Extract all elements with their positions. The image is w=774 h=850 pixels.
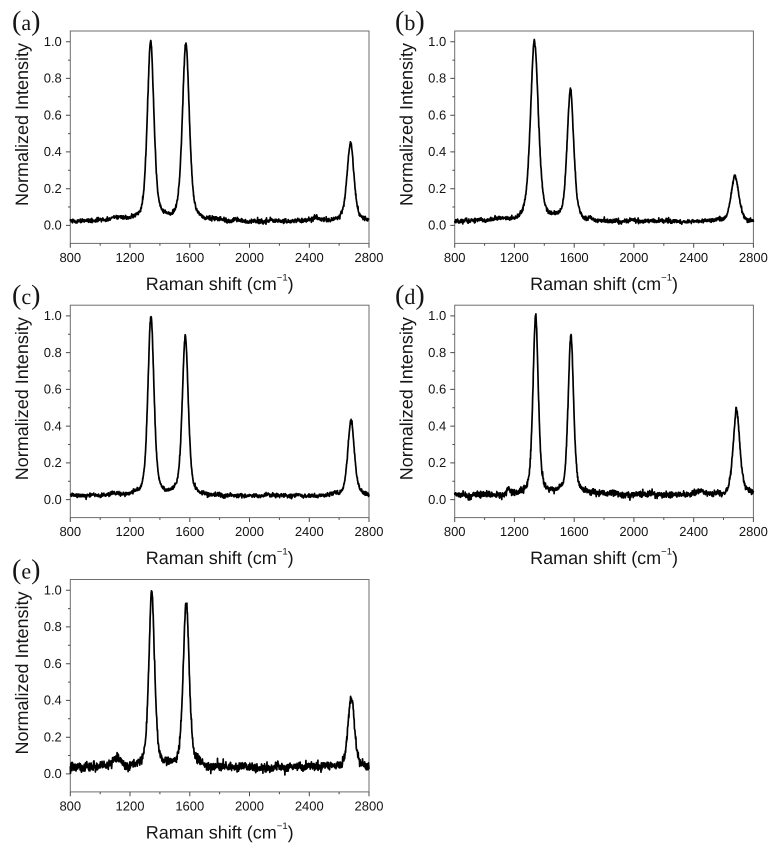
- svg-text:800: 800: [444, 250, 466, 265]
- svg-text:0.8: 0.8: [44, 619, 62, 634]
- svg-text:0.0: 0.0: [428, 218, 446, 233]
- svg-text:1.0: 1.0: [44, 308, 62, 323]
- svg-text:0.4: 0.4: [44, 418, 62, 433]
- svg-text:2400: 2400: [295, 524, 324, 539]
- svg-text:Normalized Intensity: Normalized Intensity: [397, 43, 417, 206]
- svg-text:1600: 1600: [560, 524, 589, 539]
- svg-text:0.6: 0.6: [428, 382, 446, 397]
- svg-text:0.8: 0.8: [428, 345, 446, 360]
- svg-text:2000: 2000: [619, 524, 648, 539]
- svg-text:2800: 2800: [739, 250, 768, 265]
- svg-text:0.2: 0.2: [44, 181, 62, 196]
- svg-text:0.8: 0.8: [428, 71, 446, 86]
- svg-text:2800: 2800: [355, 250, 384, 265]
- svg-text:Normalized Intensity: Normalized Intensity: [12, 43, 32, 206]
- svg-text:0.4: 0.4: [428, 144, 446, 159]
- svg-text:(a): (a): [12, 6, 40, 37]
- svg-text:Normalized Intensity: Normalized Intensity: [12, 317, 32, 480]
- svg-text:800: 800: [59, 798, 81, 813]
- svg-text:0.0: 0.0: [44, 218, 62, 233]
- svg-text:1200: 1200: [500, 250, 529, 265]
- svg-text:Raman shift (cm−1): Raman shift (cm−1): [530, 273, 678, 295]
- svg-text:1200: 1200: [116, 524, 145, 539]
- svg-text:0.4: 0.4: [44, 144, 62, 159]
- svg-text:1.0: 1.0: [44, 582, 62, 597]
- svg-text:(c): (c): [12, 280, 40, 311]
- svg-text:1200: 1200: [500, 524, 529, 539]
- svg-text:2800: 2800: [355, 524, 384, 539]
- svg-text:1600: 1600: [560, 250, 589, 265]
- svg-text:800: 800: [59, 524, 81, 539]
- svg-text:2000: 2000: [235, 250, 264, 265]
- svg-text:2400: 2400: [679, 524, 708, 539]
- svg-text:2400: 2400: [295, 250, 324, 265]
- svg-text:1600: 1600: [175, 524, 204, 539]
- svg-text:800: 800: [59, 250, 81, 265]
- svg-text:(e): (e): [12, 555, 40, 586]
- svg-text:0.2: 0.2: [428, 455, 446, 470]
- svg-text:0.2: 0.2: [44, 455, 62, 470]
- svg-text:1600: 1600: [175, 250, 204, 265]
- svg-text:1600: 1600: [175, 798, 204, 813]
- svg-text:Raman shift (cm−1): Raman shift (cm−1): [530, 547, 678, 569]
- svg-text:2400: 2400: [295, 798, 324, 813]
- svg-text:2400: 2400: [679, 250, 708, 265]
- svg-text:0.0: 0.0: [428, 492, 446, 507]
- svg-text:(d): (d): [395, 280, 425, 311]
- svg-text:Normalized Intensity: Normalized Intensity: [397, 317, 417, 480]
- svg-text:0.8: 0.8: [44, 345, 62, 360]
- svg-text:1.0: 1.0: [428, 308, 446, 323]
- svg-text:0.0: 0.0: [44, 492, 62, 507]
- svg-text:0.6: 0.6: [44, 382, 62, 397]
- svg-text:0.2: 0.2: [44, 729, 62, 744]
- svg-text:1.0: 1.0: [44, 34, 62, 49]
- svg-text:2000: 2000: [619, 250, 648, 265]
- svg-text:1200: 1200: [116, 798, 145, 813]
- svg-text:1200: 1200: [116, 250, 145, 265]
- svg-text:0.4: 0.4: [44, 693, 62, 708]
- svg-text:2000: 2000: [235, 798, 264, 813]
- svg-text:Raman shift (cm−1): Raman shift (cm−1): [146, 821, 294, 843]
- svg-text:2800: 2800: [355, 798, 384, 813]
- svg-text:0.8: 0.8: [44, 71, 62, 86]
- svg-text:0.6: 0.6: [44, 107, 62, 122]
- svg-text:Normalized Intensity: Normalized Intensity: [12, 591, 32, 754]
- svg-text:2000: 2000: [235, 524, 264, 539]
- svg-text:0.6: 0.6: [44, 656, 62, 671]
- svg-text:2800: 2800: [739, 524, 768, 539]
- svg-text:1.0: 1.0: [428, 34, 446, 49]
- svg-text:(b): (b): [395, 6, 425, 37]
- svg-text:0.2: 0.2: [428, 181, 446, 196]
- svg-text:0.4: 0.4: [428, 418, 446, 433]
- svg-text:Raman shift (cm−1): Raman shift (cm−1): [146, 273, 294, 295]
- svg-text:0.0: 0.0: [44, 766, 62, 781]
- svg-text:0.6: 0.6: [428, 107, 446, 122]
- svg-text:800: 800: [444, 524, 466, 539]
- svg-text:Raman shift (cm−1): Raman shift (cm−1): [146, 547, 294, 569]
